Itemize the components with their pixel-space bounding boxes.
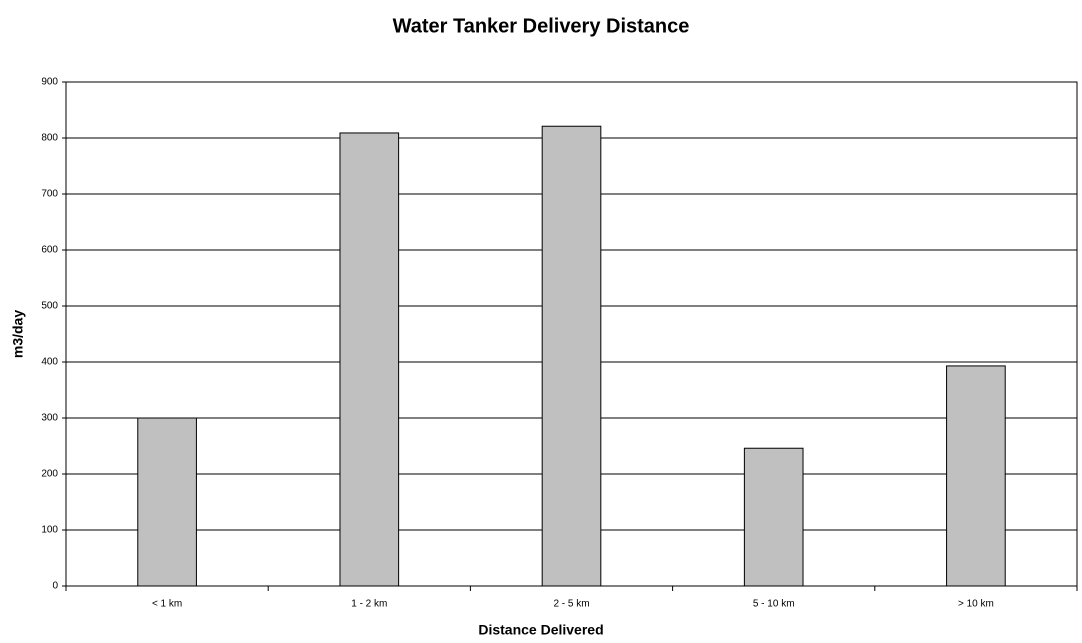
y-tick-label: 500 [41,301,58,312]
y-tick-label: 0 [52,581,58,592]
y-tick-label: 100 [41,525,58,536]
y-tick-label: 200 [41,469,58,480]
bar [339,132,400,587]
bar [541,125,602,587]
x-tick-label: 2 - 5 km [553,599,589,610]
y-tick-label: 900 [41,77,58,88]
y-axis-title: m3/day [10,310,26,358]
x-tick-label: < 1 km [152,599,182,610]
y-tick-label: 700 [41,189,58,200]
x-axis-title: Distance Delivered [478,622,603,638]
chart-title: Water Tanker Delivery Distance [393,15,690,37]
bar [137,417,197,587]
x-tick-label: 1 - 2 km [351,599,387,610]
bar [743,447,804,587]
y-tick-label: 400 [41,357,58,368]
y-tick-label: 600 [41,245,58,256]
x-tick-label: > 10 km [958,599,994,610]
y-tick-label: 800 [41,133,58,144]
x-tick-label: 5 - 10 km [753,599,795,610]
bar [946,365,1006,587]
y-tick-label: 300 [41,413,58,424]
